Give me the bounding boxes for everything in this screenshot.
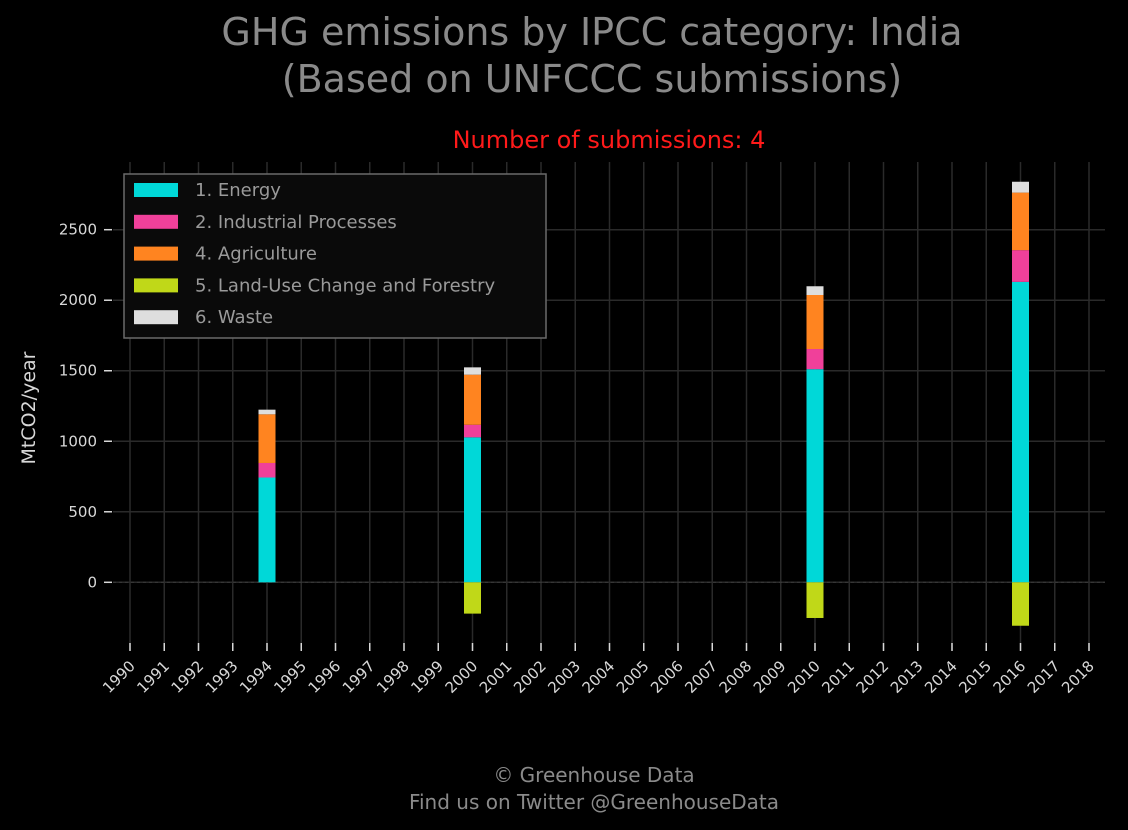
x-tick-label: 2000 [442, 657, 482, 697]
legend-label-4: 6. Waste [195, 307, 273, 328]
bar-2000-series-1 [464, 424, 481, 438]
legend-swatch-1 [134, 214, 178, 229]
legend-swatch-3 [134, 278, 178, 293]
bar-1994-series-2 [258, 414, 276, 463]
legend-swatch-2 [134, 246, 178, 261]
bar-2010-series-0 [806, 369, 824, 583]
bar-2000-series-3 [464, 582, 481, 614]
chart-title-line1: GHG emissions by IPCC category: India [221, 10, 962, 54]
y-tick-label: 1000 [59, 432, 97, 450]
y-tick-label: 2500 [59, 221, 97, 239]
y-tick-label: 0 [87, 573, 97, 591]
legend-box [123, 173, 547, 339]
legend: 1. Energy 2. Industrial Processes 4. Agric… [123, 173, 547, 339]
bar-2000-series-4 [464, 367, 481, 375]
x-tick-label: 2007 [681, 657, 721, 697]
x-tick-label: 1997 [339, 657, 379, 697]
bar-2016-series-4 [1012, 181, 1029, 193]
x-tick-label: 2005 [613, 657, 653, 697]
footer-copyright: © Greenhouse Data [493, 763, 694, 787]
x-tick-label: 2014 [921, 657, 961, 697]
bar-1994-series-1 [258, 462, 276, 478]
y-axis-label: MtCO2/year [18, 351, 40, 464]
bar-2010-series-3 [806, 582, 824, 618]
bar-1994-series-0 [258, 477, 276, 583]
legend-swatch-4 [134, 310, 178, 325]
x-tick-label: 2012 [853, 657, 893, 697]
bar-2016-series-0 [1012, 281, 1029, 583]
x-tick-label: 2013 [887, 657, 927, 697]
y-axis: 0 500 1000 1500 2000 2500 [59, 221, 112, 591]
x-tick-label: 2016 [990, 657, 1030, 697]
x-tick-label: 2006 [647, 657, 687, 697]
bar-1994-series-4 [258, 409, 276, 415]
legend-label-2: 4. Agriculture [195, 244, 317, 265]
legend-label-0: 1. Energy [195, 180, 281, 201]
bar-2016-series-2 [1012, 192, 1029, 251]
x-tick-label: 2003 [544, 657, 584, 697]
x-tick-label: 1998 [373, 657, 413, 697]
bars-group [258, 181, 1029, 626]
x-tick-label: 1995 [270, 657, 310, 697]
x-tick-label: 2001 [476, 657, 516, 697]
legend-label-1: 2. Industrial Processes [195, 212, 397, 233]
legend-label-3: 5. Land-Use Change and Forestry [195, 275, 495, 296]
bar-2016-series-3 [1012, 582, 1029, 626]
x-tick-label: 2009 [750, 657, 790, 697]
chart-subtitle: Number of submissions: 4 [453, 126, 766, 154]
footer-twitter: Find us on Twitter @GreenhouseData [409, 790, 779, 814]
bar-2000-series-0 [464, 437, 481, 583]
x-tick-label: 1993 [202, 657, 242, 697]
x-tick-label: 1992 [168, 657, 208, 697]
x-tick-label: 1990 [99, 657, 139, 697]
x-tick-label: 1991 [133, 657, 173, 697]
x-tick-label: 2017 [1024, 657, 1064, 697]
y-tick-label: 1500 [59, 362, 97, 380]
x-tick-label: 2015 [955, 657, 995, 697]
x-tick-label: 2008 [716, 657, 756, 697]
bar-2016-series-1 [1012, 250, 1029, 282]
bar-2010-series-4 [806, 286, 824, 296]
x-tick-label: 1994 [236, 657, 276, 697]
x-tick-label: 2010 [784, 657, 824, 697]
x-tick-label: 2018 [1058, 657, 1098, 697]
x-tick-label: 1999 [407, 657, 447, 697]
chart-title-line2: (Based on UNFCCC submissions) [282, 57, 902, 101]
y-tick-label: 2000 [59, 291, 97, 309]
bar-2000-series-2 [464, 374, 481, 425]
x-tick-label: 2004 [579, 657, 619, 697]
x-tick-label: 2011 [818, 657, 858, 697]
x-axis: 1990199119921993199419951996199719981999… [99, 643, 1098, 697]
bar-2010-series-2 [806, 295, 824, 350]
x-tick-label: 2002 [510, 657, 550, 697]
bar-2010-series-1 [806, 349, 824, 370]
y-tick-label: 500 [68, 503, 97, 521]
x-tick-label: 1996 [305, 657, 345, 697]
legend-swatch-0 [134, 183, 178, 197]
